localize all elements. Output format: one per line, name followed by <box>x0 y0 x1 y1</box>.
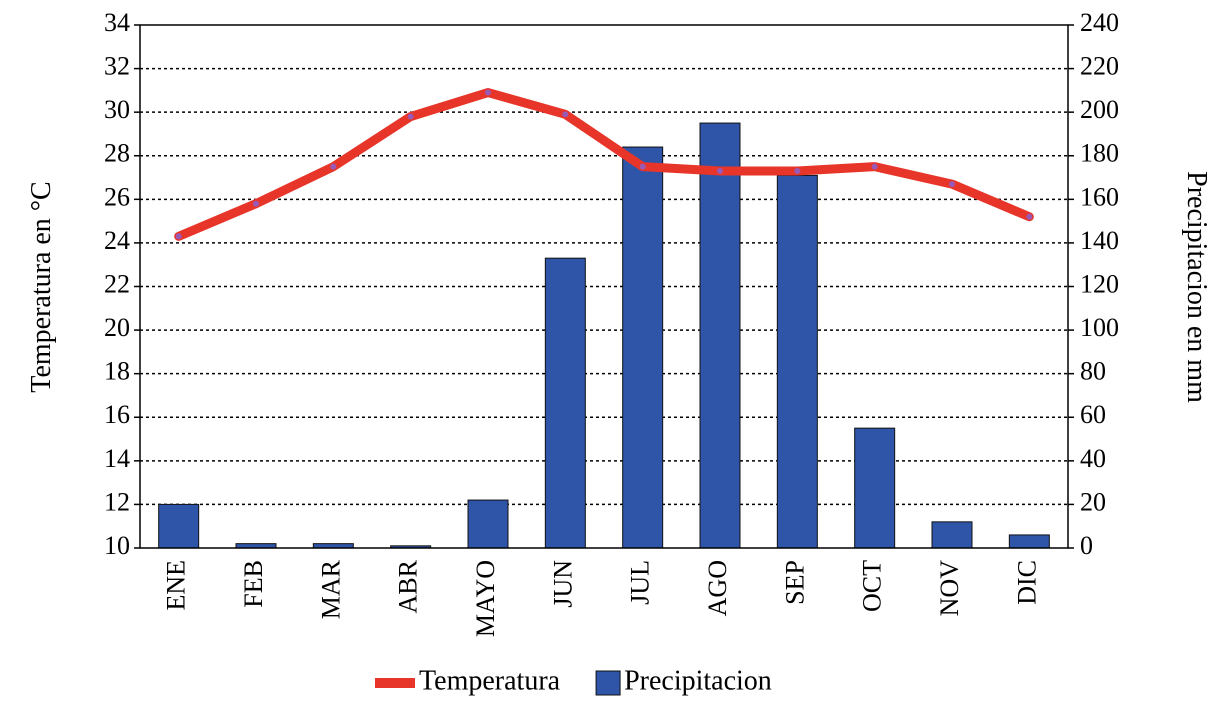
y-tick-label: 22 <box>104 269 130 298</box>
x-tick-label: MAYO <box>471 560 500 637</box>
line-marker <box>485 89 491 96</box>
y2-tick-label: 240 <box>1080 8 1119 37</box>
line-marker <box>794 168 801 175</box>
x-tick-label: JUL <box>626 560 655 605</box>
y2-tick-label: 200 <box>1080 95 1119 124</box>
x-tick-label: ABR <box>394 559 423 613</box>
plot-frame <box>139 24 1069 549</box>
y2-tick-label: 40 <box>1080 444 1106 473</box>
line-marker <box>1026 213 1033 220</box>
y-tick-label: 24 <box>104 226 130 255</box>
line-marker <box>717 168 723 175</box>
x-tick-label: OCT <box>858 560 887 612</box>
temperature-line <box>174 88 1034 241</box>
y-tick-label: 34 <box>104 8 130 37</box>
bar <box>622 146 664 549</box>
y2-tick-label: 20 <box>1080 487 1106 516</box>
x-tick-label: NOV <box>935 560 964 617</box>
bar <box>467 499 509 549</box>
y2-tick-label: 120 <box>1080 269 1119 298</box>
y2-tick-label: 80 <box>1080 357 1106 386</box>
legend-label: Temperatura <box>419 665 561 696</box>
y-axis-title: Temperatura en °C <box>26 181 57 392</box>
x-tick-label: JUN <box>548 560 577 608</box>
bar <box>158 503 200 549</box>
x-tick-label: MAR <box>316 559 345 619</box>
y2-axis-title: Precipitacion en mm <box>1181 171 1212 403</box>
bar <box>854 427 896 549</box>
line-marker <box>330 163 337 170</box>
line-marker <box>175 233 182 240</box>
y2-tick-label: 140 <box>1080 226 1119 255</box>
y-tick-label: 26 <box>104 182 130 211</box>
bar <box>544 257 586 549</box>
line-marker <box>639 163 646 170</box>
bar <box>1008 534 1050 549</box>
y-tick-label: 30 <box>104 95 130 124</box>
y2-tick-label: 220 <box>1080 52 1119 81</box>
y-tick-label: 28 <box>104 139 130 168</box>
x-tick-label: FEB <box>239 560 268 608</box>
y-tick-label: 32 <box>104 52 130 81</box>
legend-label: Precipitacion <box>624 665 772 696</box>
line-marker <box>562 111 569 118</box>
legend-swatch <box>375 678 415 688</box>
x-tick-label: ENE <box>162 560 191 611</box>
line-marker <box>871 163 878 170</box>
bar <box>699 122 741 549</box>
y-tick-label: 12 <box>104 487 130 516</box>
y-tick-label: 18 <box>104 357 130 386</box>
x-tick-label: SEP <box>780 560 809 605</box>
y2-tick-label: 0 <box>1080 531 1093 560</box>
line-marker <box>949 181 955 188</box>
y2-tick-label: 180 <box>1080 139 1119 168</box>
y2-tick-label: 60 <box>1080 400 1106 429</box>
y-tick-label: 10 <box>104 531 130 560</box>
bar <box>931 521 973 549</box>
y-tick-label: 16 <box>104 400 130 429</box>
y-tick-label: 14 <box>104 444 130 473</box>
y-tick-label: 20 <box>104 313 130 342</box>
y2-tick-label: 100 <box>1080 313 1119 342</box>
x-tick-label: DIC <box>1012 560 1041 605</box>
x-tick-label: AGO <box>703 560 732 616</box>
bar <box>776 174 818 549</box>
y2-tick-label: 160 <box>1080 182 1119 211</box>
line-marker <box>253 200 259 207</box>
legend-swatch <box>595 670 621 696</box>
line-marker <box>407 113 414 120</box>
